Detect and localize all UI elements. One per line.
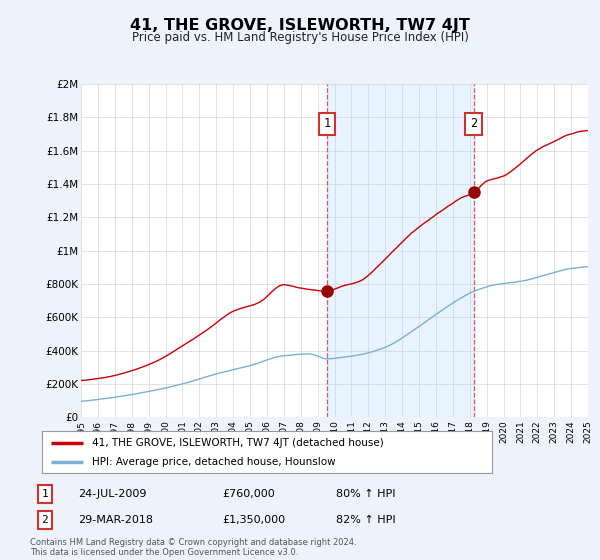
Text: 29-MAR-2018: 29-MAR-2018	[78, 515, 153, 525]
Text: 80% ↑ HPI: 80% ↑ HPI	[336, 489, 395, 499]
Text: 1: 1	[41, 489, 49, 499]
Text: 41, THE GROVE, ISLEWORTH, TW7 4JT: 41, THE GROVE, ISLEWORTH, TW7 4JT	[130, 18, 470, 33]
Text: £760,000: £760,000	[222, 489, 275, 499]
Text: 1: 1	[323, 118, 331, 130]
Text: HPI: Average price, detached house, Hounslow: HPI: Average price, detached house, Houn…	[92, 457, 335, 467]
Text: 2: 2	[41, 515, 49, 525]
Text: 41, THE GROVE, ISLEWORTH, TW7 4JT (detached house): 41, THE GROVE, ISLEWORTH, TW7 4JT (detac…	[92, 437, 383, 447]
Text: Contains HM Land Registry data © Crown copyright and database right 2024.
This d: Contains HM Land Registry data © Crown c…	[30, 538, 356, 557]
Text: 82% ↑ HPI: 82% ↑ HPI	[336, 515, 395, 525]
Text: 2: 2	[470, 118, 477, 130]
Text: £1,350,000: £1,350,000	[222, 515, 285, 525]
Text: Price paid vs. HM Land Registry's House Price Index (HPI): Price paid vs. HM Land Registry's House …	[131, 31, 469, 44]
Bar	[327, 84, 473, 417]
Text: 24-JUL-2009: 24-JUL-2009	[78, 489, 146, 499]
